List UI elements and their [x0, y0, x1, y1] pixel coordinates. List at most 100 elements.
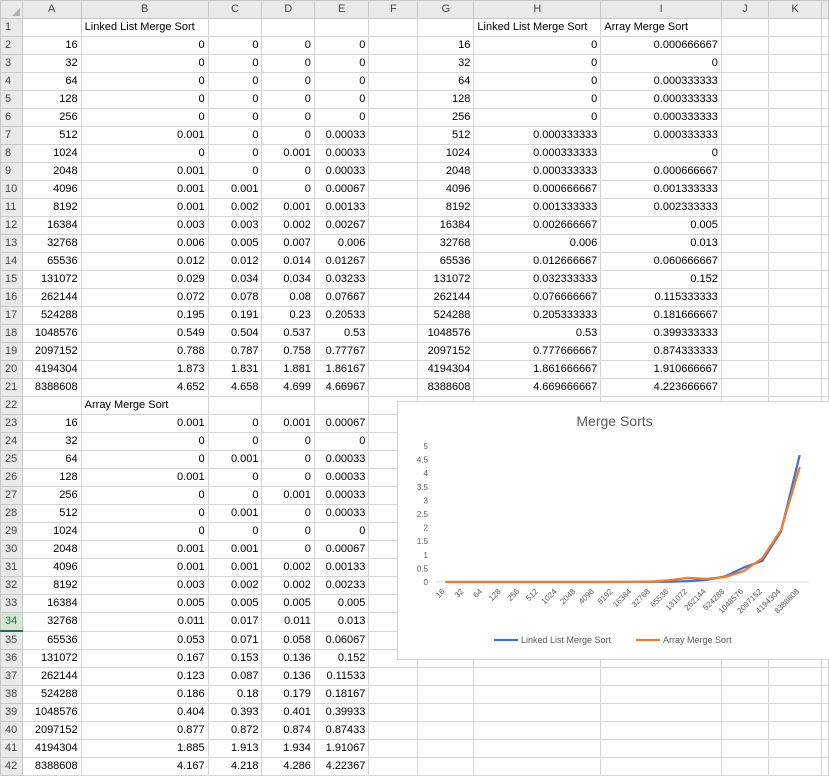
cell-C18[interactable]: 0.504: [207, 324, 263, 343]
cell-E10[interactable]: 0.00067: [313, 180, 370, 199]
cell-B40[interactable]: 0.877: [80, 721, 209, 740]
cell-K1[interactable]: [768, 18, 822, 37]
cell-F42[interactable]: [368, 757, 419, 776]
cell-D20[interactable]: 1.881: [261, 360, 315, 379]
cell-F14[interactable]: [368, 252, 419, 271]
cell-D33[interactable]: 0.005: [261, 594, 315, 613]
cell-J16[interactable]: [720, 288, 770, 307]
cell-D23[interactable]: 0.001: [261, 414, 315, 433]
cell-H12[interactable]: 0.002666667: [473, 216, 602, 235]
cell-F20[interactable]: [368, 360, 419, 379]
cell-J18[interactable]: [720, 324, 770, 343]
cell-C22[interactable]: [207, 396, 263, 415]
cell-E3[interactable]: 0: [313, 54, 370, 73]
cell-F39[interactable]: [368, 703, 419, 722]
row-header[interactable]: 23: [0, 414, 23, 433]
row-header[interactable]: 3: [0, 54, 23, 73]
cell-A26[interactable]: 128: [21, 468, 82, 487]
cell-F4[interactable]: [368, 72, 419, 91]
row-header[interactable]: 7: [0, 126, 23, 145]
cell-D8[interactable]: 0.001: [261, 144, 315, 163]
cell-A17[interactable]: 524288: [21, 306, 82, 325]
cell-I16[interactable]: 0.115333333: [600, 288, 722, 307]
cell-I15[interactable]: 0.152: [600, 270, 722, 289]
cell-B7[interactable]: 0.001: [80, 126, 209, 145]
cell-D17[interactable]: 0.23: [261, 306, 315, 325]
cell-B35[interactable]: 0.053: [80, 630, 209, 650]
cell-G18[interactable]: 1048576: [417, 324, 475, 343]
cell-E5[interactable]: 0: [313, 90, 370, 109]
column-header-B[interactable]: B: [80, 0, 209, 19]
cell-B2[interactable]: 0: [80, 36, 209, 55]
cell-F15[interactable]: [368, 270, 419, 289]
cell-A23[interactable]: 16: [21, 414, 82, 433]
cell-H1[interactable]: Linked List Merge Sort: [473, 18, 602, 37]
cell-H15[interactable]: 0.032333333: [473, 270, 602, 289]
cell-blank[interactable]: [821, 72, 829, 91]
cell-E34[interactable]: 0.013: [313, 612, 370, 632]
cell-E14[interactable]: 0.01267: [313, 252, 370, 271]
cell-C35[interactable]: 0.071: [207, 630, 263, 650]
row-header[interactable]: 42: [0, 757, 23, 776]
cell-E41[interactable]: 1.91067: [313, 739, 370, 758]
cell-G14[interactable]: 65536: [417, 252, 475, 271]
column-header-E[interactable]: E: [313, 0, 370, 19]
cell-C39[interactable]: 0.393: [207, 703, 263, 722]
cell-C19[interactable]: 0.787: [207, 342, 263, 361]
cell-E15[interactable]: 0.03233: [313, 270, 370, 289]
cell-B41[interactable]: 1.885: [80, 739, 209, 758]
cell-J4[interactable]: [720, 72, 770, 91]
cell-G1[interactable]: [417, 18, 475, 37]
cell-E21[interactable]: 4.66967: [313, 378, 370, 397]
cell-B13[interactable]: 0.006: [80, 234, 209, 253]
cell-D14[interactable]: 0.014: [261, 252, 315, 271]
cell-D3[interactable]: 0: [261, 54, 315, 73]
cell-K19[interactable]: [768, 342, 822, 361]
cell-H37[interactable]: [473, 667, 602, 686]
cell-C33[interactable]: 0.005: [207, 594, 263, 613]
cell-I38[interactable]: [600, 685, 722, 704]
cell-K5[interactable]: [768, 90, 822, 109]
row-header[interactable]: 37: [0, 667, 23, 686]
cell-D18[interactable]: 0.537: [261, 324, 315, 343]
cell-K39[interactable]: [768, 703, 822, 722]
cell-J38[interactable]: [720, 685, 770, 704]
cell-E8[interactable]: 0.00033: [313, 144, 370, 163]
cell-G16[interactable]: 262144: [417, 288, 475, 307]
cell-E24[interactable]: 0: [313, 432, 370, 451]
cell-D32[interactable]: 0.002: [261, 576, 315, 595]
cell-G20[interactable]: 4194304: [417, 360, 475, 379]
column-header-A[interactable]: A: [21, 0, 82, 19]
cell-G2[interactable]: 16: [417, 36, 475, 55]
row-header[interactable]: 5: [0, 90, 23, 109]
cell-B34[interactable]: 0.011: [80, 612, 209, 632]
cell-F5[interactable]: [368, 90, 419, 109]
cell-C27[interactable]: 0: [207, 486, 263, 505]
cell-G42[interactable]: [417, 757, 475, 776]
cell-K15[interactable]: [768, 270, 822, 289]
cell-B22[interactable]: Array Merge Sort: [80, 396, 209, 415]
cell-A32[interactable]: 8192: [21, 576, 82, 595]
cell-H38[interactable]: [473, 685, 602, 704]
cell-blank[interactable]: [821, 18, 829, 37]
cell-A16[interactable]: 262144: [21, 288, 82, 307]
cell-F3[interactable]: [368, 54, 419, 73]
row-header[interactable]: 1: [0, 18, 23, 37]
cell-E19[interactable]: 0.77767: [313, 342, 370, 361]
cell-D28[interactable]: 0: [261, 504, 315, 523]
cell-blank[interactable]: [821, 757, 829, 776]
cell-E42[interactable]: 4.22367: [313, 757, 370, 776]
cell-J40[interactable]: [720, 721, 770, 740]
cell-J10[interactable]: [720, 180, 770, 199]
cell-H3[interactable]: 0: [473, 54, 602, 73]
cell-K21[interactable]: [768, 378, 822, 397]
cell-blank[interactable]: [821, 162, 829, 181]
merge-sorts-chart[interactable]: Merge Sorts 0 0.5 1 1.5 2 2.5 3 3.5 4 4.5 5 16 32 64 12…: [397, 401, 829, 660]
cell-K14[interactable]: [768, 252, 822, 271]
cell-C10[interactable]: 0.001: [207, 180, 263, 199]
cell-H21[interactable]: 4.669666667: [473, 378, 602, 397]
cell-A38[interactable]: 524288: [21, 685, 82, 704]
cell-E1[interactable]: [313, 18, 370, 37]
cell-H11[interactable]: 0.001333333: [473, 198, 602, 217]
row-header[interactable]: 39: [0, 703, 23, 722]
